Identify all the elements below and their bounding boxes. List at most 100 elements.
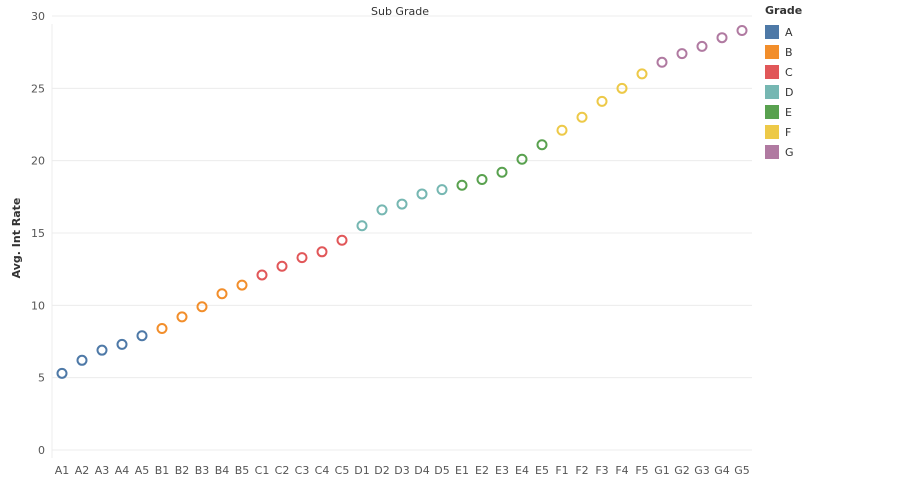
data-point-e5[interactable] <box>536 139 548 151</box>
x-tick-label: B1 <box>155 464 170 477</box>
y-axis-label: Avg. Int Rate <box>10 198 23 279</box>
data-point-a1[interactable] <box>56 367 68 379</box>
x-tick-label: F3 <box>595 464 608 477</box>
data-point-g4[interactable] <box>716 32 728 44</box>
data-point-e3[interactable] <box>496 166 508 178</box>
legend-swatch <box>765 65 779 79</box>
data-point-f3[interactable] <box>596 95 608 107</box>
data-point-g5[interactable] <box>736 24 748 36</box>
legend-label: F <box>785 125 792 139</box>
legend-title: Grade <box>765 4 803 17</box>
x-tick-label: G5 <box>734 464 750 477</box>
data-point-b4[interactable] <box>216 288 228 300</box>
legend-label: C <box>785 65 793 79</box>
data-point-g3[interactable] <box>696 40 708 52</box>
data-point-c1[interactable] <box>256 269 268 281</box>
x-tick-label: A1 <box>55 464 70 477</box>
x-tick-label: F1 <box>555 464 568 477</box>
x-tick-label: C4 <box>315 464 330 477</box>
legend-swatch <box>765 25 779 39</box>
legend-item-d[interactable]: D <box>765 82 895 102</box>
legend-label: D <box>785 85 794 99</box>
x-tick-label: G4 <box>714 464 730 477</box>
data-point-d5[interactable] <box>436 184 448 196</box>
x-tick-label: C1 <box>255 464 270 477</box>
y-tick-label: 5 <box>38 372 45 385</box>
data-point-a2[interactable] <box>76 354 88 366</box>
data-point-g2[interactable] <box>676 48 688 60</box>
x-tick-label: G2 <box>674 464 690 477</box>
legend-swatch <box>765 85 779 99</box>
x-tick-label: A4 <box>115 464 130 477</box>
y-tick-label: 10 <box>31 299 45 312</box>
chart-title: Sub Grade <box>371 5 429 18</box>
y-tick-label: 0 <box>38 444 45 457</box>
data-point-a5[interactable] <box>136 330 148 342</box>
data-point-d1[interactable] <box>356 220 368 232</box>
x-tick-label: E2 <box>475 464 489 477</box>
x-tick-labels: A1 A2 A3 A4 A5 B1 B2 B3 B4 B5 C1 C2 C3 C4 C5 D1 D2 D3 D4 D5… <box>55 464 750 477</box>
data-point-c2[interactable] <box>276 260 288 272</box>
data-point-d4[interactable] <box>416 188 428 200</box>
data-point-d3[interactable] <box>396 198 408 210</box>
gridlines <box>51 15 752 458</box>
x-tick-label: B2 <box>175 464 190 477</box>
x-tick-label: D2 <box>374 464 389 477</box>
x-tick-label: A2 <box>75 464 90 477</box>
data-point-f5[interactable] <box>636 68 648 80</box>
data-point-b2[interactable] <box>176 311 188 323</box>
data-point-b1[interactable] <box>156 322 168 334</box>
data-point-g1[interactable] <box>656 56 668 68</box>
data-point-f4[interactable] <box>616 82 628 94</box>
legend-item-g[interactable]: G <box>765 142 895 162</box>
data-point-c4[interactable] <box>316 246 328 258</box>
x-tick-label: B3 <box>195 464 210 477</box>
legend-item-c[interactable]: C <box>765 62 895 82</box>
x-tick-label: C2 <box>275 464 290 477</box>
x-tick-label: D4 <box>414 464 429 477</box>
data-point-a3[interactable] <box>96 344 108 356</box>
data-point-c5[interactable] <box>336 234 348 246</box>
y-tick-label: 15 <box>31 227 45 240</box>
x-tick-label: A3 <box>95 464 110 477</box>
legend-item-e[interactable]: E <box>765 102 895 122</box>
legend-item-b[interactable]: B <box>765 42 895 62</box>
legend-label: A <box>785 25 793 39</box>
x-tick-label: D5 <box>434 464 449 477</box>
data-point-c3[interactable] <box>296 252 308 264</box>
data-point-b3[interactable] <box>196 301 208 313</box>
x-tick-label: F5 <box>635 464 648 477</box>
x-tick-label: G3 <box>694 464 710 477</box>
y-tick-label: 30 <box>31 10 45 23</box>
legend-swatch <box>765 145 779 159</box>
data-points <box>56 24 748 379</box>
data-point-f2[interactable] <box>576 111 588 123</box>
data-point-a4[interactable] <box>116 338 128 350</box>
legend-swatch <box>765 125 779 139</box>
x-tick-label: B4 <box>215 464 230 477</box>
legend-label: G <box>785 145 794 159</box>
legend-label: E <box>785 105 792 119</box>
x-tick-label: B5 <box>235 464 250 477</box>
x-tick-label: E4 <box>515 464 529 477</box>
x-tick-label: C3 <box>295 464 310 477</box>
x-tick-label: D1 <box>354 464 369 477</box>
data-point-e2[interactable] <box>476 173 488 185</box>
data-point-f1[interactable] <box>556 124 568 136</box>
x-tick-label: C5 <box>335 464 350 477</box>
legend-item-f[interactable]: F <box>765 122 895 142</box>
data-point-d2[interactable] <box>376 204 388 216</box>
data-point-e4[interactable] <box>516 153 528 165</box>
x-tick-label: F4 <box>615 464 628 477</box>
y-tick-label: 25 <box>31 82 45 95</box>
legend-swatch <box>765 105 779 119</box>
legend-swatch <box>765 45 779 59</box>
data-point-e1[interactable] <box>456 179 468 191</box>
data-point-b5[interactable] <box>236 279 248 291</box>
x-tick-label: D3 <box>394 464 409 477</box>
legend-item-a[interactable]: A <box>765 22 895 42</box>
x-tick-label: F2 <box>575 464 588 477</box>
